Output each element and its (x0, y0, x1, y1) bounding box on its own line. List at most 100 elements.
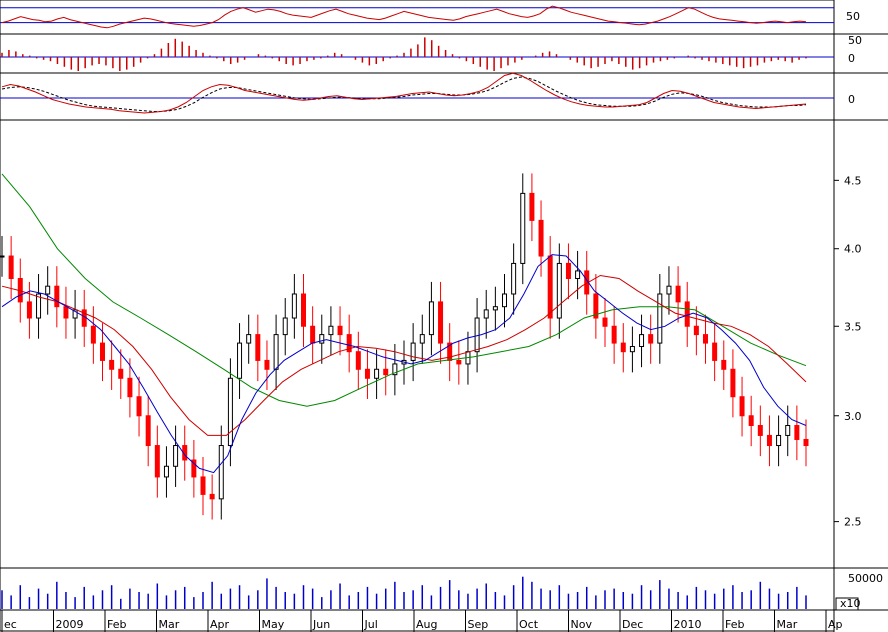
candle-body (319, 334, 325, 344)
candle-body (511, 262, 517, 295)
candle-body (282, 317, 288, 336)
candle-body (675, 285, 681, 303)
x-axis-label: Aug (416, 618, 437, 631)
candle-body (374, 368, 380, 379)
candle-body (657, 293, 663, 344)
candle-body (246, 334, 252, 344)
macd-line (1, 72, 807, 114)
candle-body (255, 334, 261, 361)
x-axis-label: Apr (210, 618, 230, 631)
candle-body (483, 309, 489, 319)
candle-body (291, 293, 297, 319)
price-tick-label: 4.5 (844, 174, 862, 187)
candle-body (639, 334, 645, 348)
candle-body (383, 368, 389, 376)
candle-body (721, 359, 727, 370)
candle-body (127, 377, 133, 398)
price-tick-label: 4.0 (844, 243, 862, 256)
candle-body (63, 306, 69, 319)
candle-body (45, 285, 51, 295)
candle-body (145, 415, 151, 447)
candle-body (428, 301, 434, 336)
candle-body (757, 425, 763, 436)
candle-body (154, 445, 160, 478)
candle-body (712, 342, 718, 361)
osc-tick-label: 50 (846, 10, 860, 23)
ma-fast-line (1, 254, 807, 474)
x-axis-label: Ap (828, 618, 843, 631)
candle-body (364, 368, 370, 379)
x-axis-label: Nov (571, 618, 593, 631)
hist-tick-label: 0 (848, 52, 855, 65)
candle-body (173, 445, 179, 467)
candle-body (392, 363, 398, 376)
candle-body (8, 255, 14, 280)
macd-signal-line (1, 76, 807, 112)
x-axis-label: Jul (364, 618, 378, 631)
candle-body (575, 270, 581, 280)
candle-body (209, 493, 215, 500)
candle-body (72, 309, 78, 319)
plot-frame (0, 0, 835, 632)
candle-body (0, 255, 5, 258)
candle-body (648, 334, 654, 344)
candle-body (136, 396, 142, 417)
x-axis-label: 2010 (674, 618, 702, 631)
x-axis-label: Mar (777, 618, 798, 631)
candle-body (538, 219, 544, 257)
candle-body (36, 293, 42, 319)
x-axis-label: Sep (468, 618, 489, 631)
candle-body (310, 325, 316, 344)
candle-body (328, 325, 334, 336)
candle-body (684, 301, 690, 327)
candle-body (593, 293, 599, 319)
candle-body (438, 301, 444, 344)
candle-body (237, 342, 243, 379)
candle-body (109, 359, 115, 370)
candle-body (766, 434, 772, 447)
candle-body (629, 346, 635, 353)
candle-body (227, 377, 233, 447)
candle-body (191, 459, 197, 478)
candle-body (611, 325, 617, 344)
candle-body (163, 465, 169, 478)
x-axis-label: Dec (622, 618, 643, 631)
volume-unit-box (835, 597, 859, 611)
candle-body (337, 325, 343, 336)
ma-mid-line (1, 274, 807, 436)
candle-body (355, 351, 361, 370)
x-axis-label: Feb (725, 618, 744, 631)
hist-upper-tick-label: 50 (848, 34, 862, 47)
x-axis-label: Jun (312, 618, 330, 631)
price-tick-label: 3.5 (844, 320, 862, 333)
volume-unit-label: x10 (840, 597, 861, 610)
candle-body (565, 262, 571, 280)
x-axis-label: ec (4, 618, 17, 631)
candle-body (447, 342, 453, 361)
price-tick-label: 2.5 (844, 516, 862, 529)
candle-body (200, 476, 206, 495)
candle-body (666, 285, 672, 295)
candle-body (794, 425, 800, 440)
x-axis-label: Feb (107, 618, 126, 631)
candle-body (502, 293, 507, 308)
candle-body (602, 317, 608, 327)
candle-body (529, 192, 535, 221)
candle-body (346, 334, 352, 353)
candle-body (739, 396, 745, 417)
x-axis-label: May (262, 618, 285, 631)
volume-tick-label: 50000 (848, 572, 883, 585)
candle-body (218, 445, 224, 500)
candle-body (54, 285, 60, 308)
candle-body (456, 359, 462, 365)
candle-body (520, 192, 526, 264)
candle-body (419, 334, 425, 344)
candle-body (703, 334, 708, 344)
x-axis-label: Oct (519, 618, 539, 631)
candle-body (492, 306, 498, 311)
candle-body (273, 334, 279, 370)
candle-body (264, 359, 270, 370)
ma-slow-line (1, 173, 807, 407)
candle-body (776, 434, 782, 447)
